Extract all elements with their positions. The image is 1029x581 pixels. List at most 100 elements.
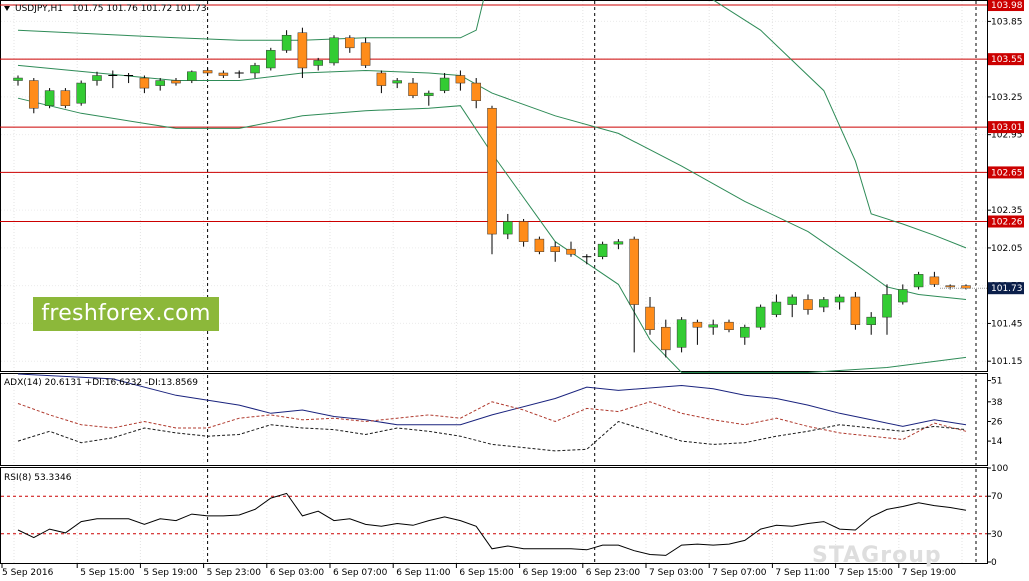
candle-body [850,296,861,325]
adx-axis-label: 14 [991,437,1003,447]
candle-body [345,37,355,49]
candle [787,294,797,318]
candle [124,72,134,84]
candle [550,241,560,262]
adx-axis-label: 26 [991,417,1003,427]
candle-body [834,296,845,303]
bollinger-upper-band [17,0,967,249]
candle-body [471,82,481,101]
adx-series-line [17,401,967,441]
candle-body [898,289,908,303]
candle-body [692,321,703,328]
candle-body [913,274,924,288]
price-axis-label: 103.25 [991,93,1023,103]
candle-body [313,60,323,66]
candle [360,37,371,68]
candle [408,78,418,99]
candle [202,67,213,76]
ohlc-readout: 101.75 101.76 101.72 101.73 [72,4,207,14]
level-badge-label: 103.98 [991,1,1023,11]
candle-body [503,221,513,235]
time-axis-label: 7 Sep 03:00 [649,568,704,578]
rsi-series-line [17,492,967,556]
candle [534,236,545,255]
time-axis-label: 7 Sep 15:00 [839,568,894,578]
candle-body [613,241,624,245]
candle [597,241,608,260]
time-axis-label: 6 Sep 03:00 [270,568,325,578]
rsi-axis-label: 30 [991,530,1003,540]
candle [329,35,339,66]
candle [803,294,813,315]
candle-body [518,221,529,242]
candle-body [202,70,213,74]
candle [455,70,466,91]
candle-body [550,246,560,252]
candle-body [218,72,229,76]
candle [866,312,876,335]
symbol-label: USDJPY,H1 [15,4,63,14]
candle [345,35,355,53]
candle [661,319,671,358]
candle-body [76,82,86,104]
candle [882,284,892,335]
price-axis-label: 101.45 [991,319,1023,329]
candle-body [882,294,892,318]
candle-body [92,75,102,81]
candle [929,271,940,287]
candle-body [29,80,39,109]
candle-body [439,77,450,91]
candle [76,80,86,106]
candle [171,78,181,86]
level-badge-label: 102.26 [991,217,1023,227]
time-axis-label: 6 Sep 19:00 [523,568,578,578]
candle [313,57,323,71]
adx-title: ADX(14) 20.6131 +DI:16.6232 -DI:13.8569 [4,378,198,388]
adx-axis-label: 38 [991,398,1003,408]
candle [471,78,481,109]
candle-body [187,71,197,81]
candle [60,88,71,109]
candle-body [297,32,308,69]
candle [755,304,766,330]
candle [424,90,434,106]
candle-body [724,321,734,330]
candle [582,254,592,265]
candle [834,294,845,310]
adx-series-line [17,420,967,452]
candle-body [661,326,671,351]
candle-body [360,42,371,66]
time-axis-label: 5 Sep 23:00 [207,568,262,578]
candle [771,294,782,318]
candle [92,71,102,86]
candle-body [155,80,165,86]
rsi-panel-frame [0,467,988,564]
adx-series-line [17,373,967,427]
candle [566,241,576,257]
candle-body [645,306,655,330]
level-badge-label: 103.55 [991,55,1023,65]
candle [218,70,229,79]
adx-axis-label: 51 [991,377,1002,387]
candle-body [597,243,608,257]
time-axis-label: 7 Sep 07:00 [712,568,767,578]
candle-body [281,34,292,51]
candle [645,297,655,335]
candle-body [487,107,497,235]
candle-body [740,326,750,338]
candle-body [60,90,71,106]
candle [297,27,308,79]
candle [518,218,529,247]
adx-panel-frame [0,373,988,466]
candle-body [250,65,260,74]
candle [44,88,55,109]
level-badge [988,53,1024,66]
candle [898,284,908,305]
level-badge-label: 103.01 [991,123,1023,133]
candle-body [44,90,55,106]
candle-body [376,72,387,86]
time-axis-label: 6 Sep 07:00 [333,568,388,578]
candle [850,291,861,330]
candle-body [803,299,813,310]
